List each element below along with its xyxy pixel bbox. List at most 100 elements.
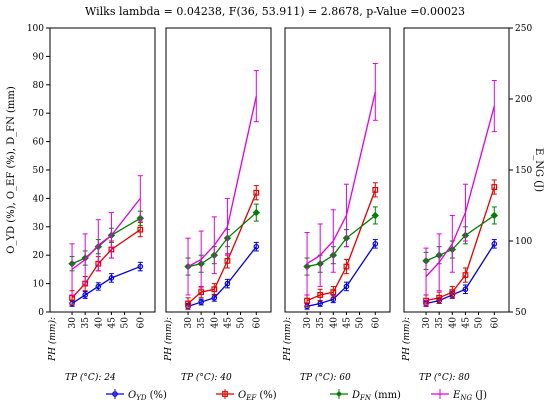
- right-y-tick-label: 50: [515, 308, 527, 318]
- point-oef: [330, 289, 337, 296]
- point-oyd: [462, 286, 469, 293]
- x-tick-label: 45: [342, 317, 352, 329]
- point-oyd: [82, 292, 88, 298]
- tp-label: TP (°C): 80: [419, 372, 470, 383]
- point-dfn: [490, 211, 499, 220]
- x-tick-label: 40: [94, 317, 104, 329]
- series-line-oef: [187, 192, 257, 304]
- point-oef: [69, 294, 75, 301]
- series-line-dfn: [187, 212, 257, 268]
- right-axis-title: E_NG (J): [533, 148, 544, 192]
- point-oef: [436, 294, 443, 301]
- right-y-tick-label: 250: [515, 24, 532, 34]
- point-oyd: [137, 263, 144, 270]
- point-oef: [304, 297, 310, 304]
- x-tick-label: 35: [435, 317, 445, 329]
- point-oef: [211, 286, 218, 293]
- series-line-dfn: [425, 214, 495, 262]
- ph-label: PH (mm):: [282, 317, 293, 362]
- point-oef: [198, 289, 205, 296]
- x-tick-label: 40: [210, 317, 220, 329]
- chart-title: Wilks lambda = 0.04238, F(36, 53.911) = …: [85, 5, 465, 18]
- tp-label: TP (°C): 40: [181, 372, 232, 383]
- x-tick-label: 60: [252, 317, 262, 329]
- x-tick-label: 40: [329, 317, 339, 329]
- right-y-tick-label: 100: [515, 237, 532, 247]
- left-y-tick-label: 30: [33, 223, 45, 233]
- legend-label-oyd: OYD (%): [128, 390, 167, 402]
- x-tick-label: 60: [136, 317, 146, 329]
- series-line-eng: [425, 105, 495, 277]
- x-tick-label: 35: [197, 317, 207, 329]
- x-tick-label: 50: [237, 317, 247, 329]
- ph-label: PH (mm):: [163, 317, 174, 362]
- point-oef: [253, 189, 260, 196]
- panel-frame: [403, 27, 510, 313]
- point-oyd: [224, 280, 231, 287]
- legend-marker-oyd: [112, 391, 118, 397]
- series-line-eng: [187, 96, 257, 268]
- x-tick-label: 30: [422, 317, 432, 329]
- x-tick-label: 35: [81, 317, 91, 329]
- legend-marker-oef: [222, 391, 228, 397]
- left-axis-title: O_YD (%), O_EF (%), D_FN (mm): [6, 86, 17, 254]
- left-y-tick-label: 60: [33, 138, 45, 148]
- x-tick-label: 50: [475, 317, 485, 329]
- x-tick-label: 45: [223, 317, 233, 329]
- point-oef: [372, 186, 379, 193]
- point-oef: [462, 272, 469, 278]
- left-y-tick-label: 0: [38, 308, 44, 318]
- left-y-tick-label: 50: [33, 166, 45, 176]
- point-oyd: [198, 299, 204, 305]
- ph-label: PH (mm):: [47, 317, 58, 362]
- point-oyd: [372, 241, 379, 247]
- x-tick-label: 50: [121, 317, 131, 329]
- x-tick-label: 30: [184, 317, 194, 329]
- point-oyd: [211, 294, 218, 301]
- ph-label: PH (mm):: [401, 317, 412, 362]
- x-tick-label: 45: [107, 317, 117, 329]
- point-oyd: [253, 243, 260, 250]
- left-y-tick-label: 10: [33, 280, 45, 290]
- right-y-tick-label: 150: [515, 166, 532, 176]
- point-oyd: [108, 275, 115, 281]
- point-oyd: [343, 283, 350, 290]
- legend-marker-dfn: [336, 391, 342, 397]
- left-y-tick-label: 20: [33, 251, 45, 261]
- x-tick-label: 45: [461, 317, 471, 329]
- panel-frame: [49, 27, 156, 313]
- legend-label-oef: OEF (%): [238, 390, 277, 402]
- x-tick-label: 60: [490, 317, 500, 329]
- tp-label: TP (°C): 60: [300, 372, 351, 383]
- point-oef: [224, 257, 231, 264]
- x-tick-label: 30: [303, 317, 313, 329]
- panel-frame: [284, 27, 391, 313]
- point-oef: [137, 226, 144, 233]
- legend-label-dfn: DFN (mm): [351, 390, 401, 402]
- point-oyd: [95, 283, 102, 290]
- x-tick-label: 30: [68, 317, 78, 329]
- series-line-oyd: [425, 243, 495, 305]
- left-y-tick-label: 100: [27, 24, 44, 34]
- right-y-tick-label: 200: [515, 95, 532, 105]
- left-y-tick-label: 80: [33, 81, 45, 91]
- point-oyd: [491, 241, 498, 247]
- x-tick-label: 40: [448, 317, 458, 329]
- series-line-oyd: [187, 246, 257, 307]
- point-oef: [491, 184, 498, 190]
- x-tick-label: 50: [356, 317, 366, 329]
- left-y-tick-label: 70: [33, 109, 45, 119]
- x-tick-label: 60: [371, 317, 381, 329]
- legend-label-eng: ENG (J): [452, 390, 487, 402]
- series-line-eng: [306, 91, 376, 265]
- point-oef: [343, 263, 350, 270]
- tp-label: TP (°C): 24: [65, 372, 116, 383]
- point-oef: [317, 292, 324, 298]
- point-oyd: [317, 300, 323, 307]
- point-oef: [449, 289, 456, 296]
- panel-frame: [165, 27, 272, 313]
- series-line-dfn: [71, 217, 141, 265]
- point-dfn: [252, 208, 261, 217]
